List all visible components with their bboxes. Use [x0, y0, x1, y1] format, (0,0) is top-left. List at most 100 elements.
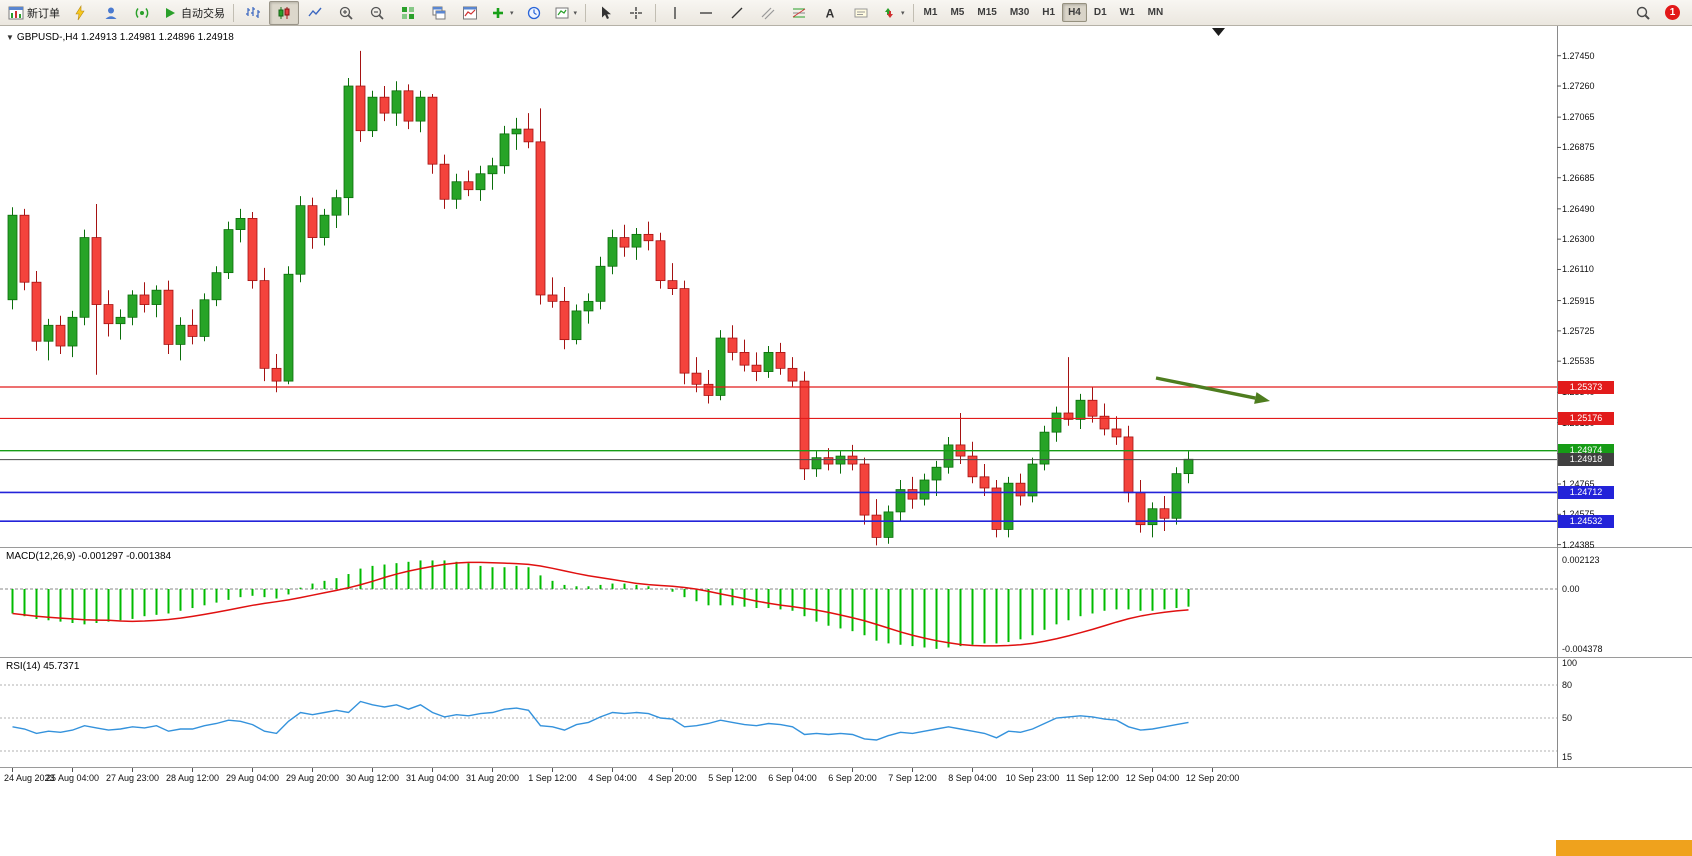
bottom-right-accent	[1556, 840, 1692, 856]
timeframe-button-m30[interactable]: M30	[1009, 7, 1030, 18]
candlestick-button[interactable]	[269, 0, 299, 25]
candle-body	[487, 165, 498, 175]
candle-body	[547, 294, 558, 302]
rsi-pane-label: RSI(14) 45.7371	[6, 661, 80, 672]
trendline-button[interactable]	[722, 1, 752, 25]
timeframe-button-m5[interactable]: M5	[950, 7, 965, 18]
price-level-badge: 1.24532	[1558, 514, 1614, 528]
toolbar-separator	[912, 3, 914, 22]
candle-body	[1063, 412, 1074, 420]
timeframe-button-h1[interactable]: H1	[1042, 7, 1056, 18]
hline-icon	[698, 5, 714, 21]
candle-body	[787, 367, 798, 382]
crosshair-button[interactable]	[621, 1, 651, 25]
signal-button[interactable]	[127, 1, 157, 25]
hline-button[interactable]	[691, 1, 721, 25]
candle-body	[319, 214, 330, 238]
svg-text:A: A	[826, 6, 835, 20]
candle-body	[19, 214, 30, 283]
candle-body	[1027, 463, 1038, 497]
line-chart-button[interactable]	[300, 1, 330, 25]
candle-body	[631, 233, 642, 248]
timeframe-button-d1[interactable]: D1	[1093, 7, 1107, 18]
toolbar-buttons: 新订单 自动交易 ▾ ▾ A ▾ M1 M5 M15 M30 H1 H4 D1 W1 MN	[4, 0, 1169, 25]
time-label: 28 Aug 12:00	[165, 773, 220, 783]
candle-body	[1147, 508, 1158, 526]
candle-body	[607, 237, 618, 267]
candle-body	[823, 457, 834, 465]
candle-body	[403, 90, 414, 122]
candle-body	[1159, 508, 1170, 519]
rsi-axis-label: 80	[1562, 680, 1573, 690]
channel-button[interactable]	[753, 1, 783, 25]
search-button[interactable]	[1628, 1, 1658, 25]
macd-axis-label: 0.00	[1562, 584, 1580, 594]
fibonacci-button[interactable]	[784, 1, 814, 25]
notification-badge[interactable]: 1	[1665, 5, 1680, 20]
new-order-icon	[8, 5, 24, 21]
zoom-out-button[interactable]	[362, 1, 392, 25]
candle-body	[1039, 431, 1050, 465]
tile-windows-button[interactable]	[393, 1, 423, 25]
label-button[interactable]	[846, 1, 876, 25]
vline-button[interactable]	[660, 1, 690, 25]
zoom-in-button[interactable]	[331, 1, 361, 25]
candle-body	[223, 229, 234, 274]
autotrading-button[interactable]: 自动交易	[158, 1, 229, 25]
candle-body	[391, 90, 402, 114]
crosshair-icon	[628, 5, 644, 21]
macd-axis-label: -0.004378	[1562, 643, 1603, 654]
timeframe-button-m1[interactable]: M1	[923, 7, 938, 18]
autotrading-button-label: 自动交易	[181, 7, 225, 20]
candle-body	[559, 300, 570, 341]
trend-arrow[interactable]	[1155, 376, 1256, 400]
candle-body	[331, 197, 342, 216]
candle-body	[1183, 458, 1194, 475]
price-level-badge: 1.25373	[1558, 380, 1614, 394]
candle-body	[655, 240, 666, 282]
candle-body	[307, 205, 318, 238]
price-tick: 1.27450	[1562, 50, 1595, 61]
candle-body	[1171, 473, 1182, 519]
text-a-icon: A	[822, 5, 838, 21]
candle-body	[379, 96, 390, 114]
add-indicator-button[interactable]: ▾	[486, 1, 518, 25]
lightning-button[interactable]	[65, 1, 95, 25]
candle-body	[991, 487, 1002, 530]
candle-body	[727, 337, 738, 353]
timeframe-button-w1[interactable]: W1	[1119, 7, 1135, 18]
text-button[interactable]: A	[815, 1, 845, 25]
template-button[interactable]: ▾	[550, 1, 582, 25]
candle-body	[691, 372, 702, 385]
time-label: 29 Aug 20:00	[285, 773, 340, 783]
candle-body	[895, 489, 906, 513]
add-indicator-icon	[490, 5, 506, 21]
chart-shift-marker[interactable]	[1212, 28, 1225, 36]
vline-icon	[667, 5, 683, 21]
new-order-button[interactable]: 新订单	[4, 1, 64, 25]
cascade-windows-button[interactable]	[424, 1, 454, 25]
arrows-button[interactable]: ▾	[877, 1, 909, 25]
collapse-arrow-icon[interactable]: ▼	[6, 33, 14, 42]
timeframe-button-h4[interactable]: H4	[1062, 3, 1087, 22]
timeframe-button-m15[interactable]: M15	[977, 7, 997, 18]
candle-body	[859, 463, 870, 516]
candle-body	[439, 163, 450, 200]
profile-button[interactable]	[96, 1, 126, 25]
period-button[interactable]	[519, 1, 549, 25]
signal-icon	[134, 5, 150, 21]
time-label: 12 Sep 20:00	[1185, 773, 1240, 783]
timeframe-button-mn[interactable]: MN	[1147, 7, 1164, 18]
chart-window[interactable]: ▼ GBPUSD-,H4 1.24913 1.24981 1.24896 1.24…	[0, 26, 1692, 856]
arrange-windows-button[interactable]	[455, 1, 485, 25]
zoom-in-icon	[338, 5, 354, 21]
bar-chart-button[interactable]	[238, 1, 268, 25]
fibonacci-icon	[791, 5, 807, 21]
profile-icon	[103, 5, 119, 21]
candle-body	[751, 364, 762, 372]
candle-body	[427, 96, 438, 165]
price-tick: 1.26875	[1562, 142, 1595, 153]
line-chart-icon	[307, 5, 323, 21]
cursor-button[interactable]	[590, 1, 620, 25]
